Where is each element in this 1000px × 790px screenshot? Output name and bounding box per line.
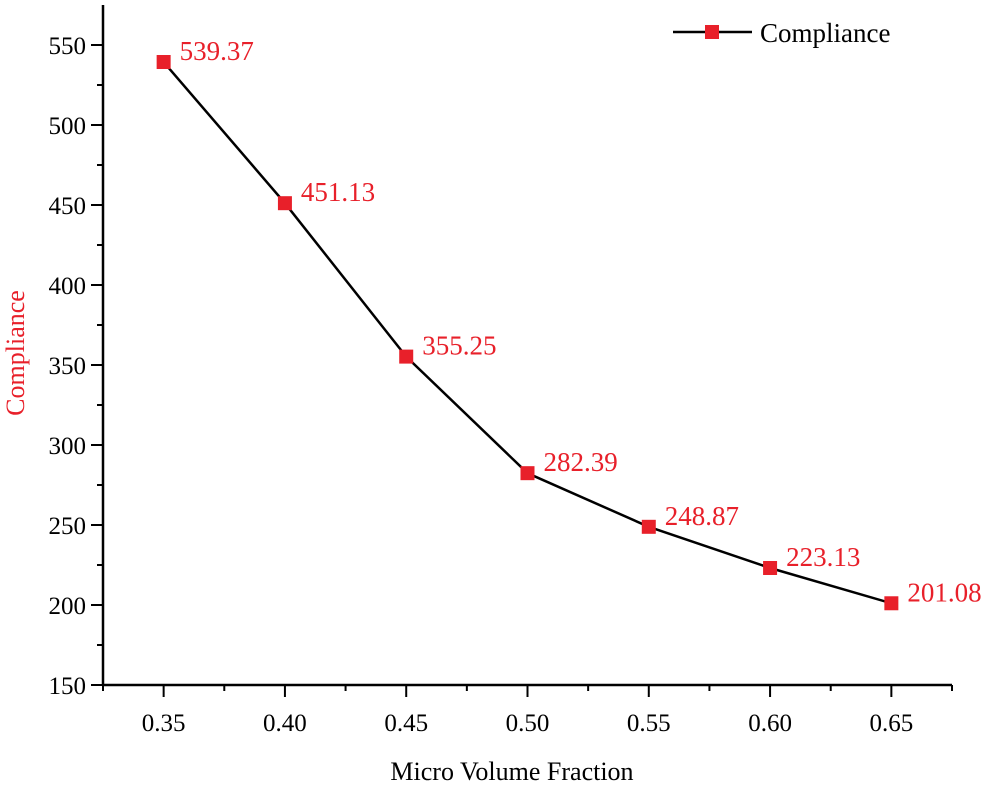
data-point-marker bbox=[156, 55, 171, 70]
data-label: 355.25 bbox=[422, 331, 496, 361]
data-point-marker bbox=[763, 560, 778, 575]
x-tick-label: 0.50 bbox=[506, 710, 550, 737]
data-label: 201.08 bbox=[907, 577, 981, 607]
data-point-marker bbox=[520, 466, 535, 481]
x-axis-ticks: 0.35 0.40 0.45 0.50 0.55 0.60 0.65 bbox=[102, 685, 953, 737]
y-tick-label: 500 bbox=[49, 113, 87, 140]
data-label: 539.37 bbox=[180, 36, 254, 66]
x-tick-label: 0.65 bbox=[869, 710, 913, 737]
legend-marker bbox=[705, 25, 719, 39]
data-label: 248.87 bbox=[665, 501, 739, 531]
y-axis-title: Compliance bbox=[1, 290, 30, 416]
y-tick-label: 550 bbox=[49, 33, 87, 60]
x-tick-label: 0.55 bbox=[627, 710, 671, 737]
y-tick-label: 350 bbox=[49, 353, 87, 380]
x-tick-label: 0.35 bbox=[142, 710, 186, 737]
x-tick-label: 0.40 bbox=[263, 710, 307, 737]
y-tick-label: 400 bbox=[49, 273, 87, 300]
legend: Compliance bbox=[673, 18, 890, 48]
plot-area: 539.37 451.13 355.25 282.39 248.87 223.13 201.… bbox=[156, 36, 982, 611]
y-tick-label: 150 bbox=[49, 673, 87, 700]
x-tick-label: 0.45 bbox=[384, 710, 428, 737]
data-point-marker bbox=[884, 596, 899, 611]
x-tick-label: 0.60 bbox=[748, 710, 792, 737]
y-tick-label: 200 bbox=[49, 593, 87, 620]
data-point-marker bbox=[277, 196, 292, 211]
data-label: 282.39 bbox=[544, 447, 618, 477]
legend-label: Compliance bbox=[760, 18, 890, 48]
x-axis-title: Micro Volume Fraction bbox=[390, 757, 633, 786]
data-point-marker bbox=[399, 349, 414, 364]
y-tick-label: 250 bbox=[49, 513, 87, 540]
data-label: 451.13 bbox=[301, 177, 375, 207]
series-line bbox=[162, 61, 892, 605]
data-point-marker bbox=[641, 519, 656, 534]
data-label: 223.13 bbox=[786, 542, 860, 572]
y-tick-label: 450 bbox=[49, 193, 87, 220]
y-tick-label: 300 bbox=[49, 433, 87, 460]
y-axis-ticks: 150 200 250 300 350 400 450 500 550 bbox=[49, 33, 103, 700]
